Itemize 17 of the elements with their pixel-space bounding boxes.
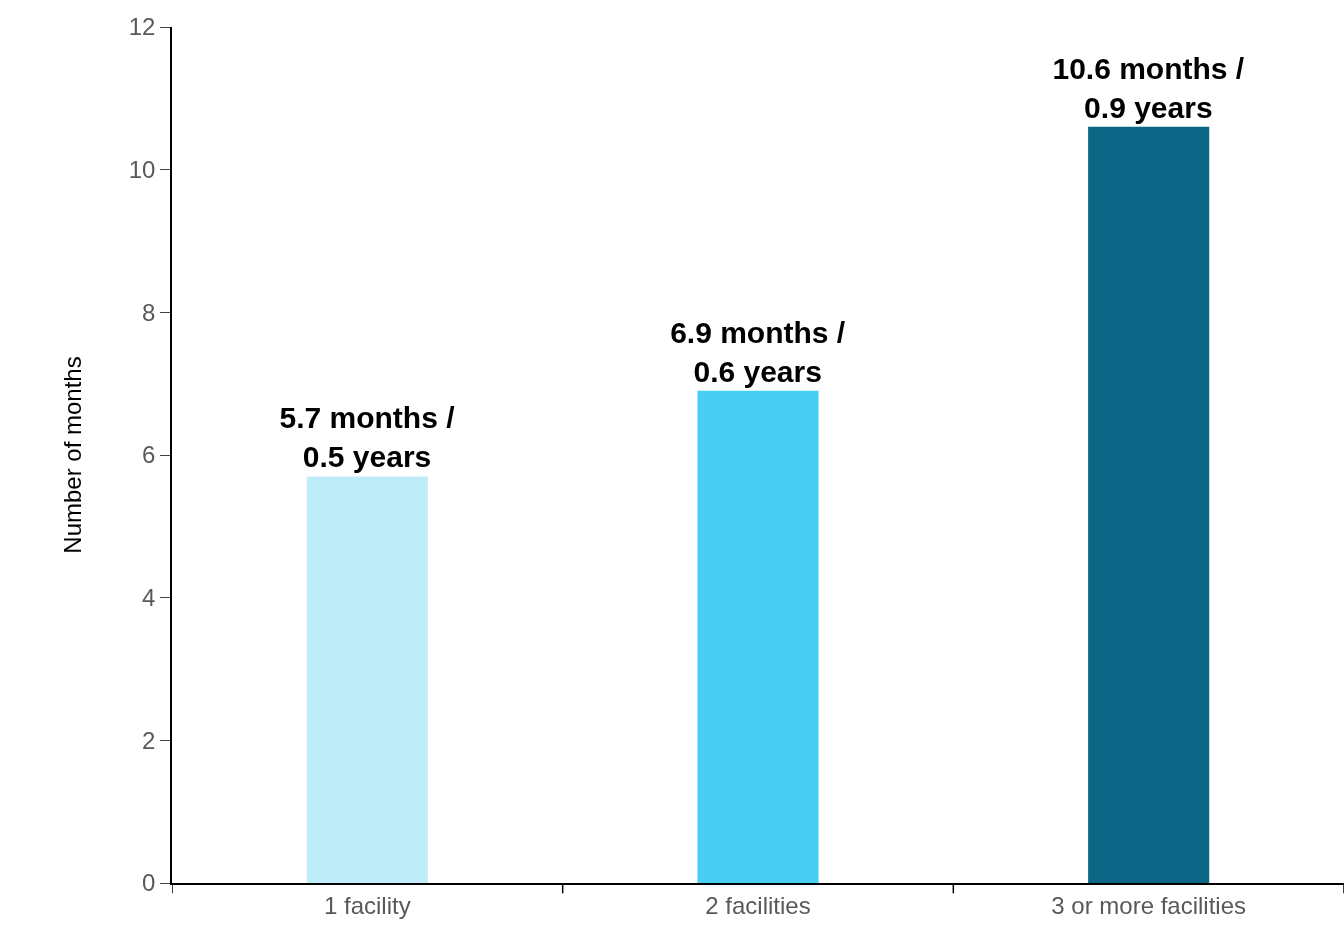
data-label: 5.7 months / 0.5 years <box>279 401 456 474</box>
x-tick-label: 1 facility <box>323 891 411 919</box>
data-label: 6.9 months / 0.6 years <box>670 315 846 388</box>
y-tick-label: 2 <box>142 726 156 754</box>
y-tick-label: 6 <box>142 441 156 469</box>
y-tick-label: 0 <box>142 869 156 897</box>
bar <box>1088 126 1210 883</box>
data-label: 10.6 months / 0.9 years <box>1052 51 1245 124</box>
y-tick-label: 8 <box>142 298 156 326</box>
y-tick-label: 4 <box>142 584 156 612</box>
x-tick-label: 3 or more facilities <box>1051 891 1247 919</box>
bar <box>697 390 819 883</box>
bar <box>306 476 428 883</box>
y-tick-label: 12 <box>128 13 156 41</box>
y-axis-title: Number of months <box>59 356 87 554</box>
x-tick-label: 2 facilities <box>705 891 811 919</box>
y-tick-label: 10 <box>128 156 156 184</box>
